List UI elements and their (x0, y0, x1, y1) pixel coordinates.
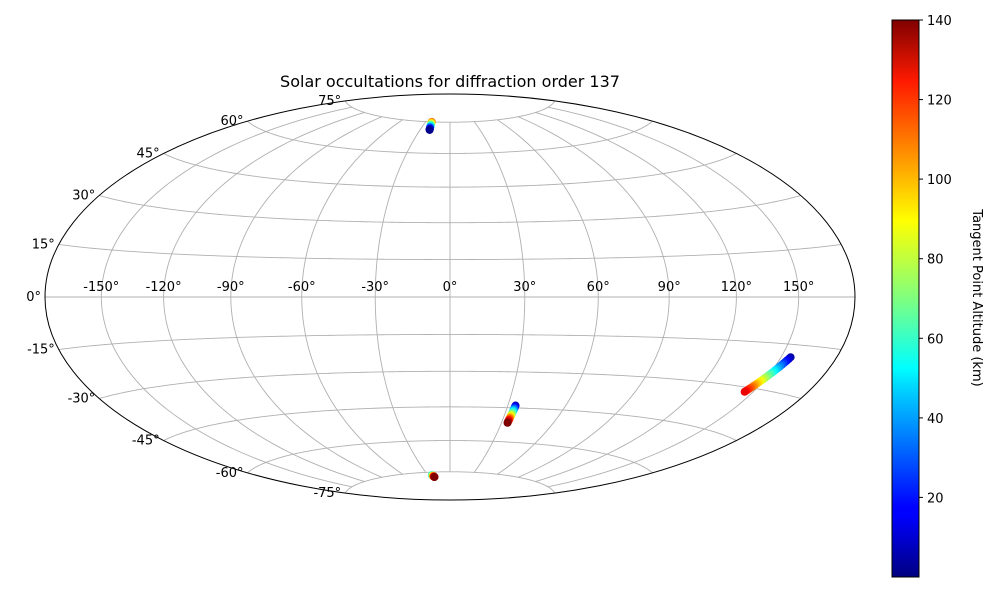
longitude-tick-labels: -150° -120° -90° -60° -30° 0° 30° 60° 90° 120° 150… (83, 280, 814, 295)
colorbar-tick-label: 40 (927, 412, 944, 427)
chart-title: Solar occultations for diffraction order… (280, 72, 620, 91)
colorbar-ticks: 20 40 60 80 100 120 140 (919, 14, 952, 506)
grid-meridian (230, 116, 383, 478)
data-point (425, 125, 434, 134)
colorbar (891, 19, 920, 578)
longitude-tick-label: -30° (361, 280, 389, 295)
grid-meridian (163, 112, 365, 482)
data-point (503, 418, 512, 427)
longitude-tick-label: 30° (513, 280, 536, 295)
longitude-tick-label: 150° (783, 280, 814, 295)
longitude-tick-label: -60° (288, 280, 316, 295)
longitude-tick-label: 120° (721, 280, 752, 295)
latitude-tick-label: -15° (27, 343, 55, 358)
grid-meridian (301, 119, 403, 475)
grid-meridian (473, 121, 526, 473)
latitude-tick-label: 0° (26, 290, 41, 305)
grid-meridian (497, 119, 599, 475)
map-grid (45, 100, 855, 494)
latitude-tick-label: -75° (313, 486, 341, 501)
latitude-tick-label: -60° (216, 466, 244, 481)
longitude-tick-label: -150° (83, 280, 119, 295)
latitude-tick-label: -45° (132, 434, 160, 449)
colorbar-tick-label: 60 (927, 332, 944, 347)
longitude-tick-label: 90° (658, 280, 681, 295)
latitude-tick-label: 75° (318, 94, 341, 109)
colorbar-label: Tangent Point Altitude (km) (969, 208, 984, 386)
data-point (430, 473, 439, 481)
colorbar-tick-label: 140 (927, 14, 952, 29)
grid-meridian (547, 106, 800, 488)
colorbar-tick-label: 120 (927, 94, 952, 109)
longitude-tick-label: 0° (443, 280, 458, 295)
latitude-tick-label: -30° (68, 392, 96, 407)
longitude-tick-label: -120° (146, 280, 182, 295)
longitude-tick-label: -90° (217, 280, 245, 295)
longitude-tick-label: 60° (587, 280, 610, 295)
latitude-tick-label: 45° (137, 147, 160, 162)
grid-meridian (100, 106, 353, 488)
colorbar-tick-label: 100 (927, 173, 952, 188)
colorbar-tick-label: 20 (927, 491, 944, 506)
data-point (740, 387, 749, 396)
grid-meridian (535, 112, 737, 482)
data-points (425, 117, 795, 481)
colorbar-tick-label: 80 (927, 253, 944, 268)
latitude-tick-labels: 75° 60° 45° 30° 15° 0° -15° -30° -45° -60° -75° (26, 94, 341, 501)
latitude-tick-label: 30° (72, 189, 95, 204)
latitude-tick-label: 60° (220, 114, 243, 129)
grid-meridian (517, 116, 670, 478)
grid-meridian (374, 121, 427, 473)
map-boundary (44, 93, 856, 501)
latitude-tick-label: 15° (32, 238, 55, 253)
